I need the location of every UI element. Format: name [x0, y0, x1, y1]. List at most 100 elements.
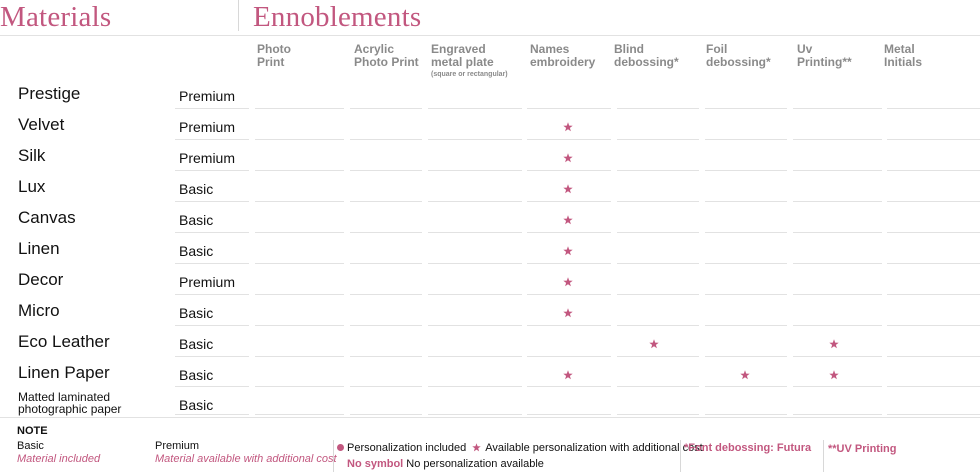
- material-name: Lux: [18, 177, 46, 196]
- table-row: Velvet Premium: [0, 111, 980, 142]
- materials-heading: Materials: [0, 1, 112, 33]
- cell-rule: [428, 201, 522, 202]
- cell-rule: [705, 263, 787, 264]
- material-type: Basic: [179, 367, 214, 383]
- legend-no-symbol: No symbol No personalization available: [347, 458, 544, 471]
- cell-rule: [617, 356, 699, 357]
- column-header-line: debossing*: [614, 55, 679, 69]
- cell-rule: [350, 356, 422, 357]
- table-row: Linen Paper Basic: [0, 359, 980, 389]
- cell-rule: [350, 386, 422, 387]
- cell-rule: [887, 232, 980, 233]
- cell-rule: [428, 139, 522, 140]
- cell-rule: [793, 201, 882, 202]
- cell-rule: [793, 386, 882, 387]
- cell-rule: [887, 201, 980, 202]
- cell-rule: [527, 139, 611, 140]
- note-divider: [823, 440, 824, 472]
- cell-rule: [255, 108, 344, 109]
- cell-rule: [793, 139, 882, 140]
- cell-rule: [887, 414, 980, 415]
- cell-rule: [527, 294, 611, 295]
- cell-rule: [350, 232, 422, 233]
- legend-additional-text: Available personalization with additiona…: [485, 442, 703, 454]
- cell-rule: [705, 170, 787, 171]
- cell-rule: [617, 263, 699, 264]
- cell-rule: [705, 386, 787, 387]
- cell-rule: [705, 232, 787, 233]
- cell-rule: [527, 414, 611, 415]
- cell-rule: [428, 356, 522, 357]
- cell-rule: [350, 170, 422, 171]
- cell-rule: [255, 294, 344, 295]
- material-type: Premium: [179, 150, 236, 166]
- cell-rule: [428, 108, 522, 109]
- cell-rule: [350, 139, 422, 140]
- cell-rule: [705, 356, 787, 357]
- cell-rule: [428, 294, 522, 295]
- column-header-line: Uv: [797, 42, 813, 56]
- material-name: Micro: [18, 301, 60, 320]
- cell-rule: [793, 170, 882, 171]
- cell-rule: [887, 325, 980, 326]
- cell-rule: [350, 294, 422, 295]
- star-icon: [829, 370, 839, 380]
- material-type: Basic: [179, 305, 214, 321]
- material-name: Linen Paper: [18, 363, 110, 382]
- cell-rule: [887, 170, 980, 171]
- table-row: Canvas Basic: [0, 204, 980, 235]
- column-header-line: Foil: [706, 42, 728, 56]
- material-name: Prestige: [18, 84, 81, 103]
- premium-label: Premium: [155, 440, 200, 452]
- cell-rule: [175, 356, 249, 357]
- cell-rule: [793, 263, 882, 264]
- cell-rule: [793, 294, 882, 295]
- no-symbol-text: No personalization available: [406, 458, 544, 470]
- cell-rule: [175, 139, 249, 140]
- cell-rule: [175, 201, 249, 202]
- column-header-blind-debossing: Blind debossing*: [614, 43, 679, 69]
- cell-rule: [428, 170, 522, 171]
- uv-printing-note: **UV Printing: [828, 443, 897, 455]
- cell-rule: [255, 356, 344, 357]
- cell-rule: [617, 139, 699, 140]
- cell-rule: [887, 356, 980, 357]
- material-type: Premium: [179, 274, 236, 290]
- cell-rule: [527, 108, 611, 109]
- cell-rule: [428, 414, 522, 415]
- table-row: Lux Basic: [0, 173, 980, 204]
- column-header-metal-initials: Metal Initials: [884, 43, 922, 69]
- cell-rule: [617, 294, 699, 295]
- cell-rule: [255, 201, 344, 202]
- column-header-line: metal plate: [431, 55, 494, 69]
- table-row: Eco Leather Basic: [0, 328, 980, 359]
- cell-rule: [705, 325, 787, 326]
- cell-rule: [527, 170, 611, 171]
- cell-rule: [527, 325, 611, 326]
- star-icon: [649, 339, 659, 349]
- column-header-line: Blind: [614, 42, 644, 56]
- column-header-acrylic-photo-print: Acrylic Photo Print: [354, 43, 419, 69]
- material-type: Basic: [179, 243, 214, 259]
- column-header-foil-debossing: Foil debossing*: [706, 43, 771, 69]
- cell-rule: [617, 232, 699, 233]
- premium-description: Material available with additional cost: [155, 453, 337, 465]
- material-name: Canvas: [18, 208, 76, 227]
- column-header-line: debossing*: [706, 55, 771, 69]
- cell-rule: [887, 294, 980, 295]
- column-header-line: Engraved: [431, 42, 486, 56]
- cell-rule: [428, 325, 522, 326]
- cell-rule: [175, 414, 249, 415]
- note-divider: [333, 440, 334, 472]
- no-symbol-label: No symbol: [347, 458, 404, 470]
- font-debossing-note: *Font debossing: Futura: [684, 442, 812, 454]
- material-type: Premium: [179, 88, 236, 104]
- cell-rule: [175, 170, 249, 171]
- cell-rule: [887, 263, 980, 264]
- material-type: Premium: [179, 119, 236, 135]
- cell-rule: [887, 386, 980, 387]
- column-header-line: Print: [257, 55, 285, 69]
- cell-rule: [255, 232, 344, 233]
- cell-rule: [793, 108, 882, 109]
- star-icon: [829, 339, 839, 349]
